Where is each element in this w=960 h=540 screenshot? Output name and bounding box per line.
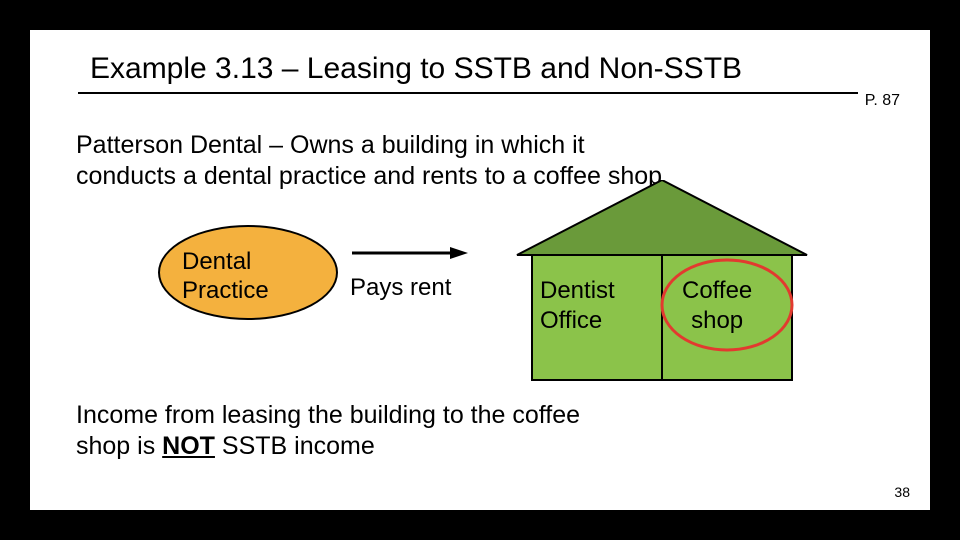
coffee-shop-label: Coffee shop [682, 276, 752, 336]
pays-rent-label: Pays rent [350, 274, 451, 302]
conclusion-text: Income from leasing the building to the … [76, 400, 796, 463]
dental-practice-label: Dental Practice [182, 248, 269, 306]
oval-label-line2: Practice [182, 277, 269, 304]
slide-number: 38 [894, 484, 910, 500]
conclusion-pre: Income from leasing the building to the … [76, 401, 580, 429]
coffee-line2: shop [691, 307, 743, 334]
conclusion-emph: NOT [162, 432, 215, 460]
coffee-line1: Coffee [682, 277, 752, 304]
oval-label-line1: Dental [182, 248, 251, 275]
dentist-line1: Dentist [540, 277, 615, 304]
title-underline [78, 92, 858, 94]
slide-title: Example 3.13 – Leasing to SSTB and Non-S… [90, 52, 742, 86]
conclusion-post: SSTB income [215, 432, 375, 460]
page-reference: P. 87 [865, 92, 900, 110]
slide-area: Example 3.13 – Leasing to SSTB and Non-S… [30, 30, 930, 510]
dentist-office-label: Dentist Office [540, 276, 615, 336]
conclusion-line2-pre: shop is [76, 432, 162, 460]
dentist-line2: Office [540, 307, 602, 334]
pays-rent-arrow [350, 245, 470, 261]
